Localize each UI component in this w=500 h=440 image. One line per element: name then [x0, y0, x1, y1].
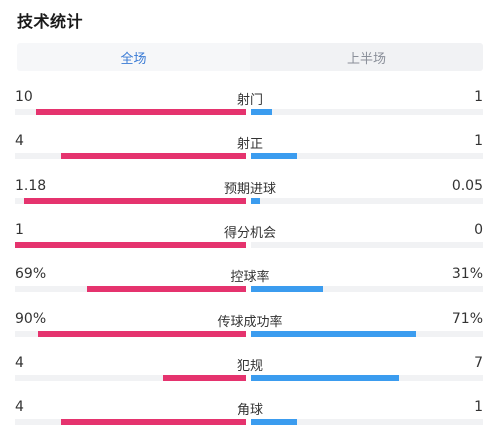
stat-home-value: 10	[15, 89, 33, 105]
home-bar	[162, 374, 246, 381]
stat-label: 犯规	[236, 358, 263, 374]
stat-row-fouls: 4 犯规 7	[0, 355, 500, 385]
home-bar-track	[15, 241, 246, 248]
stat-label: 射门	[236, 93, 263, 108]
stat-label: 射正	[236, 137, 263, 153]
home-bar	[61, 419, 246, 426]
stat-label: 得分机会	[223, 225, 276, 241]
away-bar	[251, 374, 400, 381]
away-bar	[251, 197, 261, 204]
stat-label: 预期进球	[223, 181, 276, 197]
home-bar-track	[15, 419, 246, 426]
stat-away-value: 0	[474, 221, 483, 238]
stat-row-pass-accuracy: 90% 传球成功率 71%	[0, 311, 500, 341]
stat-label: 传球成功率	[217, 314, 283, 330]
home-bar	[61, 153, 246, 160]
home-bar	[15, 241, 246, 248]
stat-home-value: 1	[15, 221, 24, 238]
stat-away-value: 0.05	[451, 177, 483, 194]
home-bar	[24, 197, 246, 204]
home-bar	[86, 286, 246, 293]
away-bar-track	[251, 286, 483, 293]
away-bar-track	[251, 153, 483, 160]
away-bar	[251, 330, 416, 337]
away-bar-track	[251, 241, 483, 248]
stat-label: 控球率	[230, 270, 270, 286]
stat-away-value: 1	[474, 399, 483, 416]
home-bar-track	[15, 153, 246, 160]
home-bar-track	[15, 330, 246, 337]
stat-away-value: 31%	[451, 266, 483, 283]
tab-full-match[interactable]: 全场	[17, 43, 250, 71]
stat-away-value: 1	[474, 89, 483, 105]
stat-away-value: 1	[474, 133, 483, 150]
away-bar-track	[251, 330, 483, 337]
stat-home-value: 4	[15, 133, 24, 150]
stat-home-value: 69%	[15, 266, 47, 283]
stat-row-possession: 69% 控球率 31%	[0, 266, 500, 296]
away-bar-track	[251, 109, 483, 115]
away-bar	[251, 153, 298, 160]
stat-row-expected-goals: 1.18 预期进球 0.05	[0, 178, 500, 208]
away-bar-track	[251, 197, 483, 204]
stat-away-value: 7	[474, 354, 483, 371]
tab-first-half[interactable]: 上半场	[250, 43, 483, 71]
stat-row-shots-on-target: 4 射正 1	[0, 133, 500, 163]
stat-row-corners: 4 角球 1	[0, 399, 500, 429]
away-bar-track	[251, 419, 483, 426]
home-bar-track	[15, 286, 246, 293]
home-bar	[38, 330, 246, 337]
stat-row-shots: 10 射门 1	[0, 89, 500, 119]
home-bar-track	[15, 374, 246, 381]
page-title: 技术统计	[17, 12, 84, 31]
away-bar	[251, 109, 272, 115]
stat-away-value: 71%	[451, 310, 483, 327]
stat-label: 角球	[236, 403, 263, 419]
home-bar-track	[15, 109, 246, 115]
period-tabs: 全场 上半场	[17, 43, 483, 71]
home-bar	[35, 109, 246, 115]
stat-row-big-chances: 1 得分机会 0	[0, 222, 500, 252]
stat-home-value: 1.18	[15, 177, 47, 194]
stat-home-value: 90%	[15, 310, 47, 327]
away-bar	[251, 419, 298, 426]
away-bar	[251, 286, 323, 293]
away-bar-track	[251, 374, 483, 381]
stat-home-value: 4	[15, 354, 24, 371]
home-bar-track	[15, 197, 246, 204]
stat-home-value: 4	[15, 399, 24, 416]
